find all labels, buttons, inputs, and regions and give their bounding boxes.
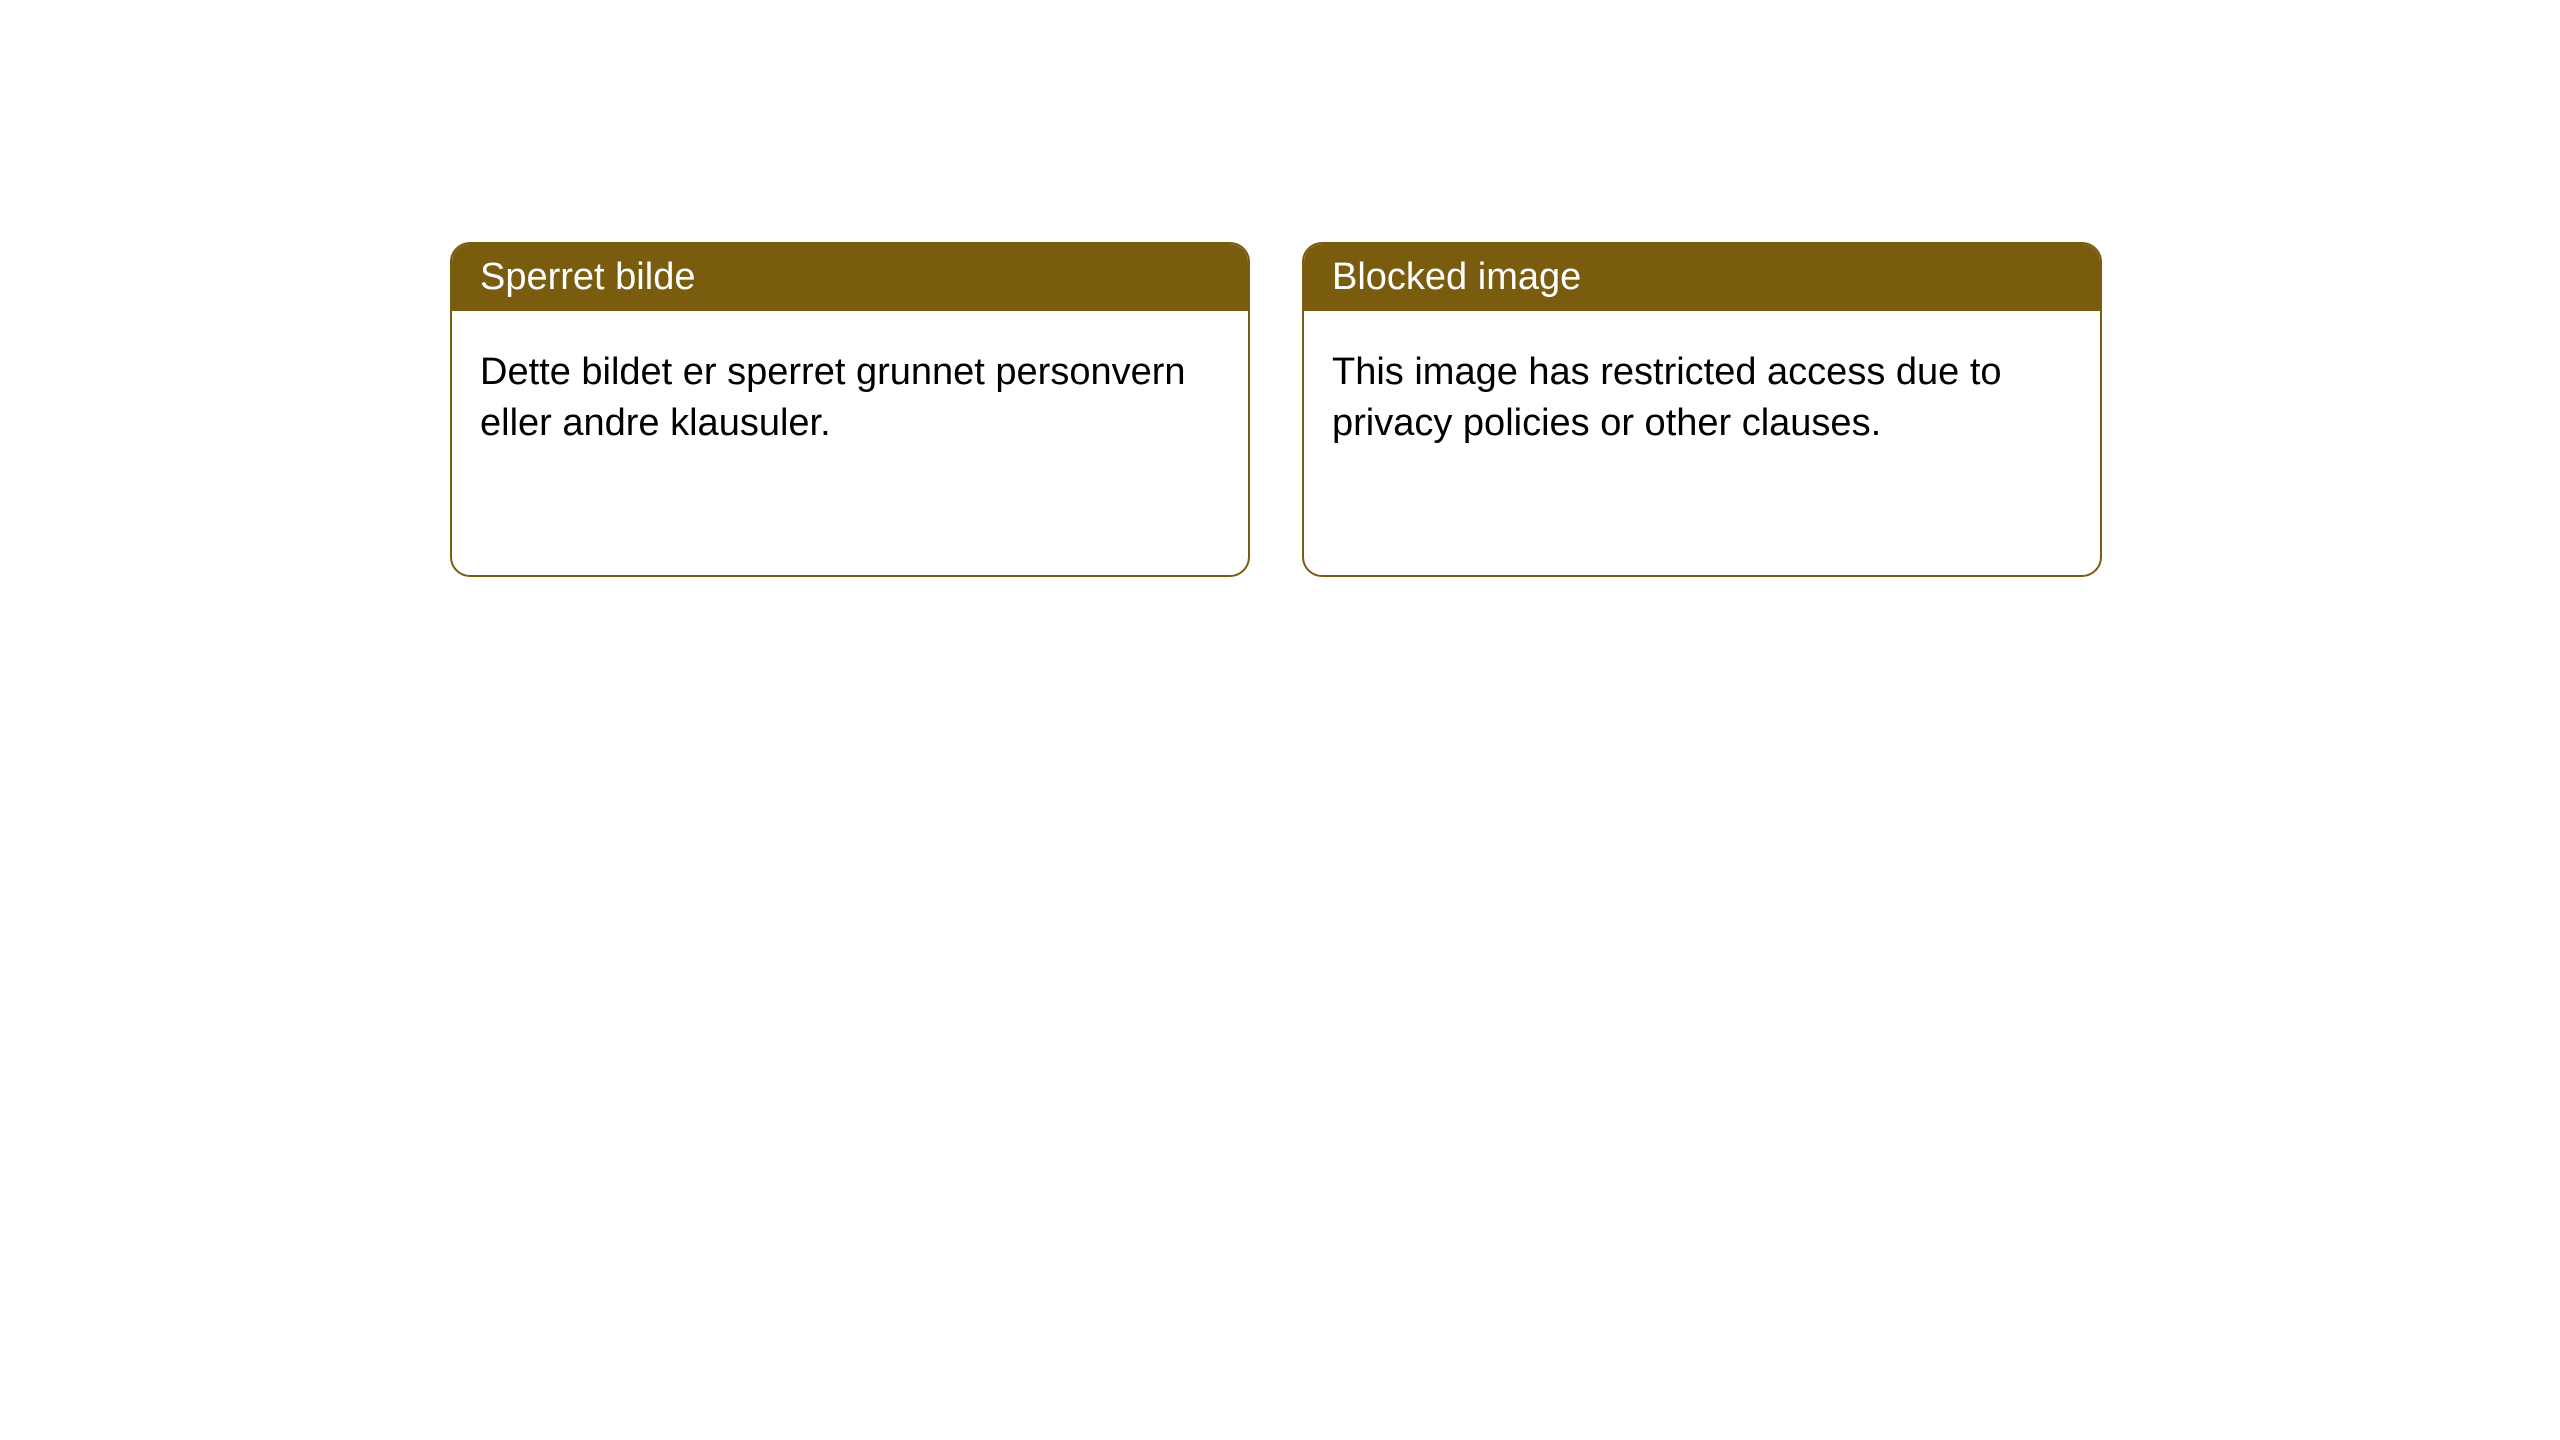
notice-header-en: Blocked image	[1304, 244, 2100, 311]
notice-body-en: This image has restricted access due to …	[1304, 311, 2100, 486]
notice-title-no: Sperret bilde	[480, 256, 695, 298]
notice-body-no: Dette bildet er sperret grunnet personve…	[452, 311, 1248, 486]
notice-card-en: Blocked image This image has restricted …	[1302, 242, 2102, 577]
notices-container: Sperret bilde Dette bildet er sperret gr…	[0, 0, 2560, 577]
notice-title-en: Blocked image	[1332, 256, 1581, 298]
notice-text-en: This image has restricted access due to …	[1332, 351, 2002, 444]
notice-header-no: Sperret bilde	[452, 244, 1248, 311]
notice-card-no: Sperret bilde Dette bildet er sperret gr…	[450, 242, 1250, 577]
notice-text-no: Dette bildet er sperret grunnet personve…	[480, 351, 1186, 444]
